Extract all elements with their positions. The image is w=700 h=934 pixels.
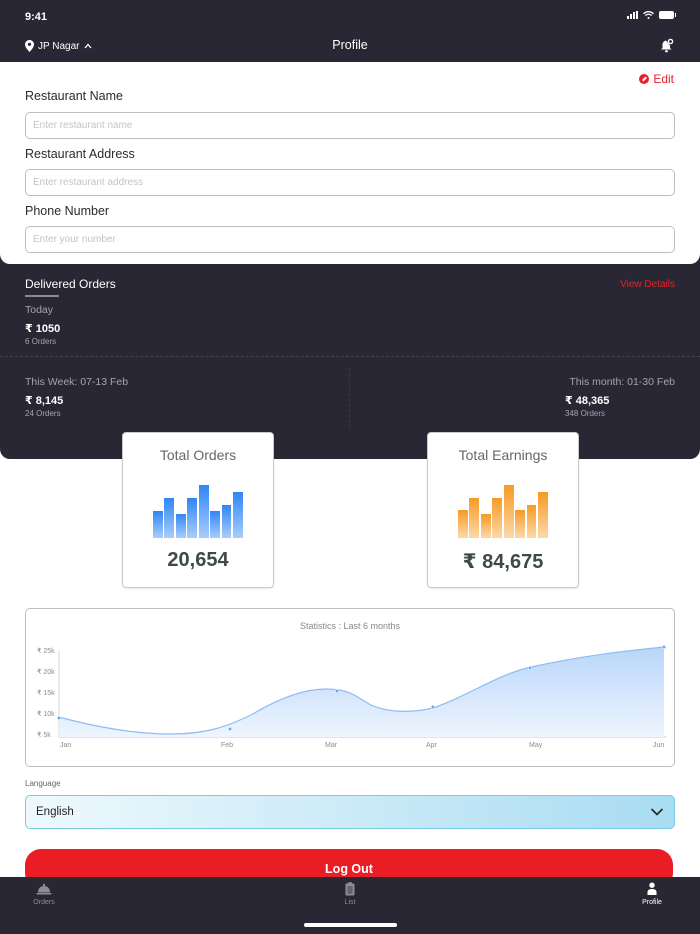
edit-label: Edit <box>653 72 674 86</box>
today-orders: 6 Orders <box>25 337 57 346</box>
today-amount: ₹ 1050 <box>25 323 61 335</box>
wifi-icon <box>643 11 654 19</box>
week-orders: 24 Orders <box>25 409 61 418</box>
bell-icon[interactable] <box>660 38 674 53</box>
x-tick: Jun <box>653 742 664 749</box>
total-earnings-title: Total Earnings <box>458 447 548 463</box>
data-point <box>227 726 233 732</box>
chevron-up-icon <box>84 43 92 49</box>
tab-list[interactable]: List <box>320 882 380 906</box>
divider <box>349 368 350 428</box>
data-point <box>334 688 340 694</box>
language-value: English <box>36 806 74 818</box>
title-underline <box>25 295 59 297</box>
tab-profile[interactable]: Profile <box>622 882 682 906</box>
phone-number-input[interactable] <box>25 226 675 253</box>
area-chart: ₹ 25k ₹ 20k ₹ 15k ₹ 10k ₹ 5k Jan Feb Mar… <box>37 644 667 749</box>
home-indicator[interactable] <box>304 923 397 927</box>
restaurant-address-label: Restaurant Address <box>25 147 135 161</box>
divider <box>0 356 700 357</box>
week-amount: ₹ 8,145 <box>25 395 64 407</box>
month-orders: 348 Orders <box>565 409 606 418</box>
location-selector[interactable]: JP Nagar <box>25 40 92 52</box>
statistics-chart: Statistics : Last 6 months ₹ 25k ₹ 20k ₹… <box>25 608 675 767</box>
chevron-down-icon <box>650 808 664 816</box>
x-tick: Apr <box>426 742 438 749</box>
month-label: This month: 01-30 Feb <box>569 376 675 388</box>
status-time: 9:41 <box>25 11 48 23</box>
data-point <box>430 704 436 710</box>
restaurant-name-input[interactable] <box>25 112 675 139</box>
bar-chart-icon <box>153 485 243 538</box>
data-point <box>527 665 533 671</box>
tab-orders[interactable]: Orders <box>14 882 74 906</box>
cloche-icon <box>36 883 52 895</box>
month-amount: ₹ 48,365 <box>565 395 610 407</box>
edit-button[interactable]: Edit <box>639 72 674 86</box>
tab-label: Orders <box>33 899 55 906</box>
week-label: This Week: 07-13 Feb <box>25 376 129 388</box>
restaurant-address-input[interactable] <box>25 169 675 196</box>
status-icons <box>627 11 676 19</box>
nav-bar: JP Nagar Profile <box>0 34 700 62</box>
location-pin-icon <box>25 40 34 52</box>
phone-number-label: Phone Number <box>25 204 110 218</box>
location-label: JP Nagar <box>38 40 80 52</box>
language-label: Language <box>25 779 61 788</box>
y-tick: ₹ 20k <box>37 668 55 676</box>
x-tick: Feb <box>221 742 233 749</box>
total-earnings-card[interactable]: Total Earnings ₹ 84,675 <box>427 432 579 588</box>
today-label: Today <box>25 304 54 316</box>
clipboard-icon <box>345 882 355 896</box>
tab-label: List <box>344 899 356 906</box>
y-tick: ₹ 5k <box>37 731 51 739</box>
language-select[interactable]: English <box>25 795 675 829</box>
status-bar: 9:41 <box>0 0 700 34</box>
total-earnings-value: ₹ 84,675 <box>462 551 544 573</box>
x-tick: May <box>529 742 543 749</box>
data-point <box>661 644 667 650</box>
person-icon <box>647 882 657 895</box>
tab-label: Profile <box>642 899 662 906</box>
delivered-orders-title: Delivered Orders <box>25 277 116 291</box>
signal-icon <box>627 11 638 19</box>
restaurant-name-label: Restaurant Name <box>25 89 123 103</box>
y-tick: ₹ 15k <box>37 689 55 697</box>
page-title: Profile <box>332 38 368 52</box>
total-orders-value: 20,654 <box>167 549 229 571</box>
total-orders-card[interactable]: Total Orders 20,654 <box>122 432 274 588</box>
total-orders-title: Total Orders <box>159 447 237 463</box>
battery-icon <box>659 11 676 19</box>
x-tick: Mar <box>325 742 338 749</box>
y-tick: ₹ 25k <box>37 647 55 655</box>
x-tick: Jan <box>60 742 71 749</box>
edit-icon <box>639 74 650 84</box>
chart-title: Statistics : Last 6 months <box>299 621 401 631</box>
view-details-link[interactable]: View Details <box>620 279 675 290</box>
data-point <box>56 715 62 721</box>
y-tick: ₹ 10k <box>37 710 55 718</box>
bar-chart-icon <box>458 485 548 538</box>
